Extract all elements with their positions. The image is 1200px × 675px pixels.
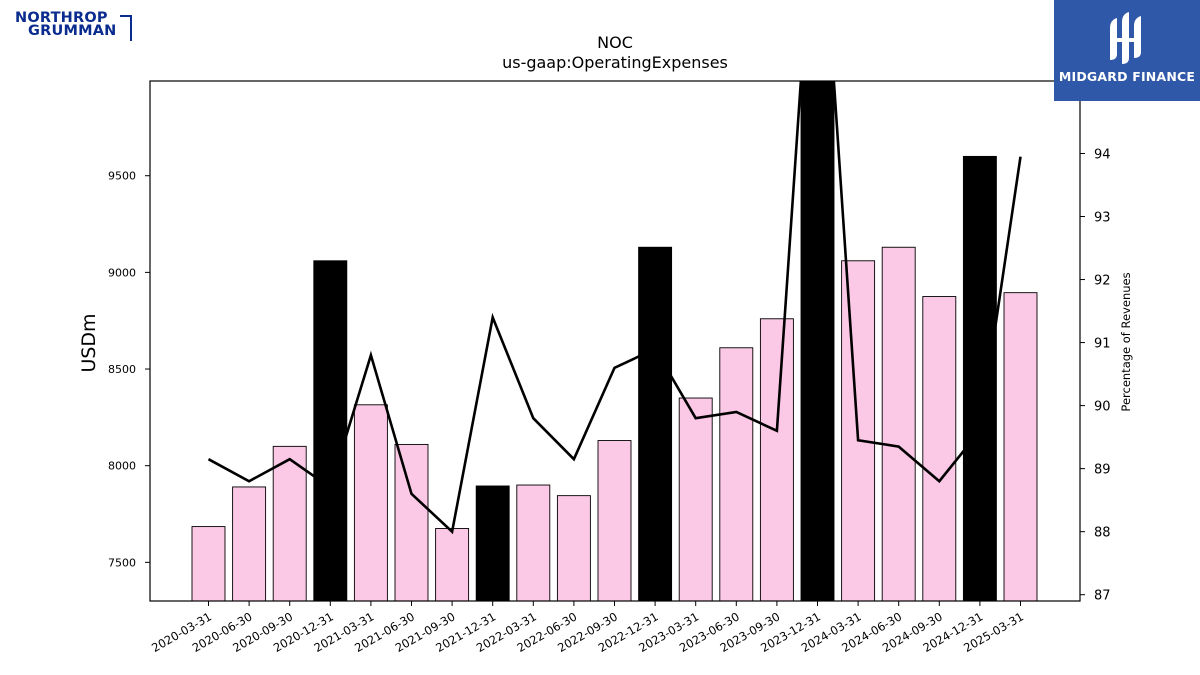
- bar-2022-06-30: [556, 495, 591, 601]
- bar-2021-03-31: [353, 404, 388, 601]
- right-tick-label: 93: [1094, 211, 1111, 226]
- northrop-grumman-logo: NORTHROP GRUMMAN: [14, 10, 134, 42]
- bar-2022-03-31: [516, 484, 551, 601]
- midgard-finance-text: MIDGARD FINANCE: [1058, 69, 1196, 84]
- bars-layer: [191, 81, 1038, 601]
- bar-2024-09-30: [922, 296, 957, 601]
- left-tick-label: 9000: [108, 266, 136, 279]
- left-tick-label: 7500: [108, 556, 136, 569]
- logo-line-1: NORTHROP: [15, 10, 108, 26]
- line-layer: [207, 81, 1022, 535]
- bar-2021-12-31: [475, 485, 510, 601]
- bar-2024-06-30: [881, 246, 916, 601]
- bar-2020-03-31: [191, 526, 226, 601]
- bar-2020-09-30: [272, 445, 307, 601]
- line-percentage-of-revenues: [207, 81, 1022, 535]
- right-tick-label: 94: [1094, 147, 1111, 162]
- right-tick-label: 87: [1094, 589, 1111, 604]
- chart-title: NOC: [597, 33, 633, 52]
- bar-2023-06-30: [719, 347, 754, 601]
- right-tick-label: 92: [1094, 274, 1111, 289]
- x-axis: 2020-03-312020-06-302020-09-302020-12-31…: [149, 601, 1026, 655]
- chart-subtitle: us-gaap:OperatingExpenses: [502, 53, 728, 72]
- midgard-mark-icon: [1110, 12, 1141, 64]
- left-tick-label: 8500: [108, 363, 136, 376]
- bar-2022-12-31: [638, 246, 673, 601]
- left-axis: 7500 8000 8500 9000 9500: [108, 170, 150, 569]
- midgard-finance-logo: MIDGARD FINANCE: [1054, 0, 1200, 101]
- bar-2022-09-30: [597, 440, 632, 601]
- bar-2020-06-30: [232, 486, 267, 601]
- right-tick-label: 91: [1094, 337, 1111, 352]
- logo-line-2: GRUMMAN: [28, 23, 117, 39]
- logo-bracket: [120, 15, 132, 41]
- bar-2023-12-31: [800, 81, 835, 601]
- bar-2021-06-30: [394, 443, 429, 601]
- bar-2023-09-30: [759, 318, 794, 601]
- bar-2024-12-31: [962, 155, 997, 601]
- right-axis: 87 88 89 90 91 92 93 94: [1080, 147, 1111, 604]
- bar-2023-03-31: [678, 397, 713, 601]
- bar-2025-03-31: [1003, 292, 1038, 601]
- bar-2021-09-30: [435, 528, 470, 601]
- right-tick-label: 88: [1094, 526, 1111, 541]
- right-tick-label: 90: [1094, 400, 1111, 415]
- left-tick-label: 9500: [108, 170, 136, 183]
- left-tick-label: 8000: [108, 460, 136, 473]
- y2-axis-label: Percentage of Revenues: [1119, 272, 1133, 411]
- bar-2020-12-31: [313, 260, 348, 601]
- y-axis-label: USDm: [78, 313, 100, 372]
- right-tick-label: 89: [1094, 463, 1111, 478]
